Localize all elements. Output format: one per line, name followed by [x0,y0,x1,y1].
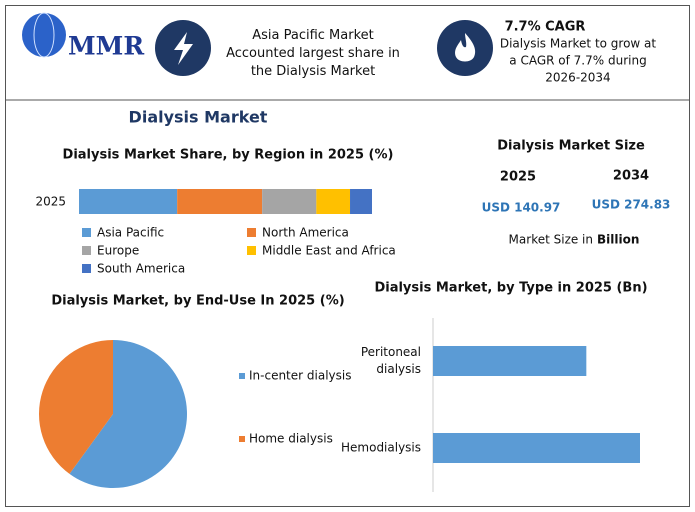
size-value: USD 274.83 [591,197,671,212]
legend-swatch [82,228,91,237]
bar-segment [316,189,351,214]
legend-swatch [82,264,91,273]
legend-label: Europe [97,243,140,258]
legend-swatch [247,246,256,255]
size-title: Dialysis Market Size [497,138,645,154]
logo-globe-lines [33,12,55,58]
legend-swatch [247,228,256,237]
y-tick-label: 2025 [35,194,66,208]
pie-slice [69,340,187,488]
legend-label: Middle East and Africa [262,243,396,258]
legend-label: Home dialysis [249,431,333,446]
bar-segment [262,189,317,214]
bar [433,433,640,463]
size-year: 2034 [612,168,650,184]
bar-segment [350,189,372,214]
bar-segment [79,189,178,214]
logo-globe [22,13,66,57]
chart-title: Dialysis Market, by End-Use In 2025 (%) [51,293,345,309]
legend-label: Asia Pacific [97,225,165,240]
flame-icon [455,33,476,62]
legend-swatch [239,436,245,442]
highlight-title: 7.7% CAGR [504,19,586,35]
bar-segment [177,189,263,214]
size-year: 2025 [499,169,537,185]
pie-slice [38,340,114,474]
legend-label: In-center dialysis [249,368,352,383]
bolt-icon [174,32,193,65]
bar [433,346,587,376]
chart-title: Dialysis Market Share, by Region in 2025… [62,147,394,163]
logo-text: MMR [68,31,145,61]
legend-swatch [82,246,91,255]
chart-title: Dialysis Market, by Type in 2025 (Bn) [374,280,648,296]
size-value: USD 140.97 [481,200,561,215]
page-title: Dialysis Market [128,107,268,127]
highlight-text: Dialysis Market to grow at a CAGR of 7.7… [499,36,657,85]
legend-swatch [239,373,245,379]
legend-label: North America [262,225,349,240]
highlight: Asia Pacific Market Accounted largest sh… [226,28,400,79]
y-tick-label: Peritoneal dialysis [360,345,421,376]
legend-label: South America [97,261,186,276]
size-unit: Billion [597,232,640,247]
frame [5,5,690,507]
size-note: Market Size in [508,232,593,247]
y-tick-label: Hemodialysis [341,440,422,455]
